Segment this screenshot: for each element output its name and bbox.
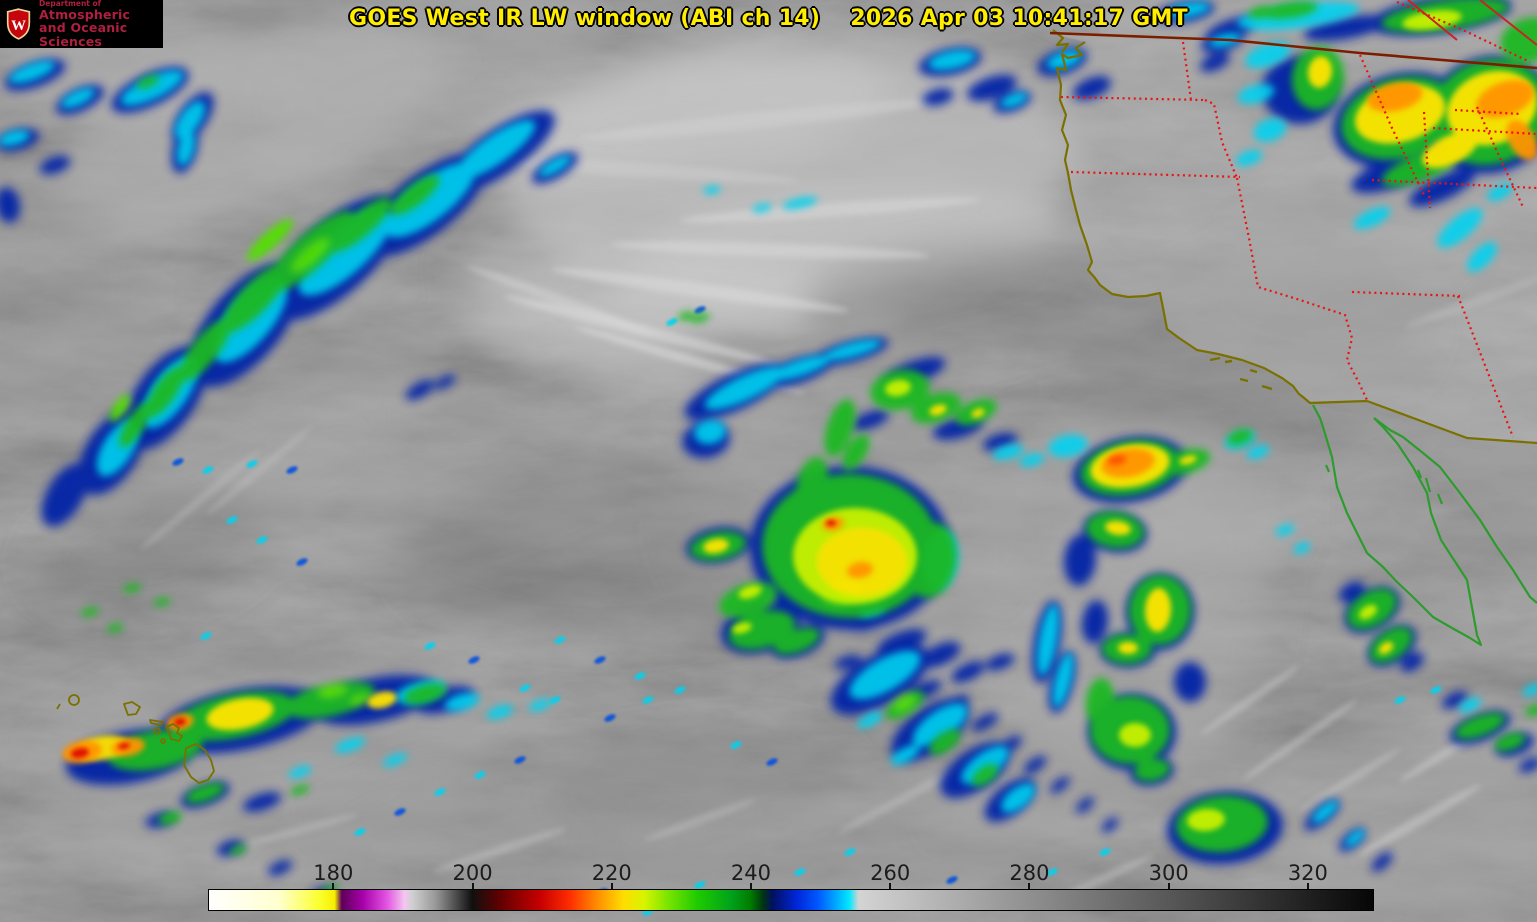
- mexico-coastline: [1312, 404, 1537, 647]
- title-bar: GOES West IR LW window (ABI ch 14) 2026 …: [0, 6, 1537, 31]
- colorbar-tick-mark: [1306, 883, 1309, 889]
- product-title: GOES West IR LW window (ABI ch 14): [348, 6, 821, 31]
- timestamp: 2026 Apr 03 10:41:17 GMT: [850, 6, 1188, 31]
- us-coastline: [1052, 29, 1537, 445]
- canada-border: [1049, 31, 1537, 70]
- uw-aos-logo: W Department of Atmospheric and Oceanic …: [0, 0, 163, 48]
- logo-department-label: Department of: [39, 0, 101, 8]
- colorbar: 180 200 220 240 260 280 300 320: [208, 855, 1374, 913]
- colorbar-tick-mark: [749, 883, 752, 889]
- colorbar-tick-mark: [610, 883, 613, 889]
- uw-crest-icon: W: [6, 8, 31, 40]
- colorbar-tick-label: 300: [1148, 861, 1189, 885]
- map-overlay: [56, 0, 1537, 784]
- colorbar-tick-mark: [1028, 883, 1031, 889]
- logo-name-line2: and Oceanic Sciences: [39, 20, 128, 49]
- colorbar-tick-label: 320: [1287, 861, 1328, 885]
- colorbar-tick-label: 280: [1009, 861, 1050, 885]
- colorbar-gradient-bar: [208, 889, 1374, 911]
- colorbar-tick-label: 220: [591, 861, 632, 885]
- colorbar-tick-mark: [1167, 883, 1170, 889]
- colorbar-tick-label: 200: [452, 861, 493, 885]
- crest-letter: W: [11, 18, 26, 34]
- colorbar-tick-label: 240: [730, 861, 772, 885]
- colorbar-tick-mark: [471, 883, 474, 889]
- colorbar-tick-mark: [889, 883, 892, 889]
- state-borders: [1060, 0, 1537, 438]
- logo-name-line1: Atmospheric: [39, 6, 131, 22]
- hawaii-islands: [56, 694, 215, 784]
- enhanced-clouds-red: [71, 520, 836, 759]
- colorbar-tick-label: 260: [870, 861, 911, 885]
- colorbar-tick-mark: [332, 883, 335, 889]
- channel-islands: [1209, 356, 1273, 391]
- canada-province-borders: [1407, 0, 1537, 46]
- colorbar-tick-label: 180: [313, 861, 354, 885]
